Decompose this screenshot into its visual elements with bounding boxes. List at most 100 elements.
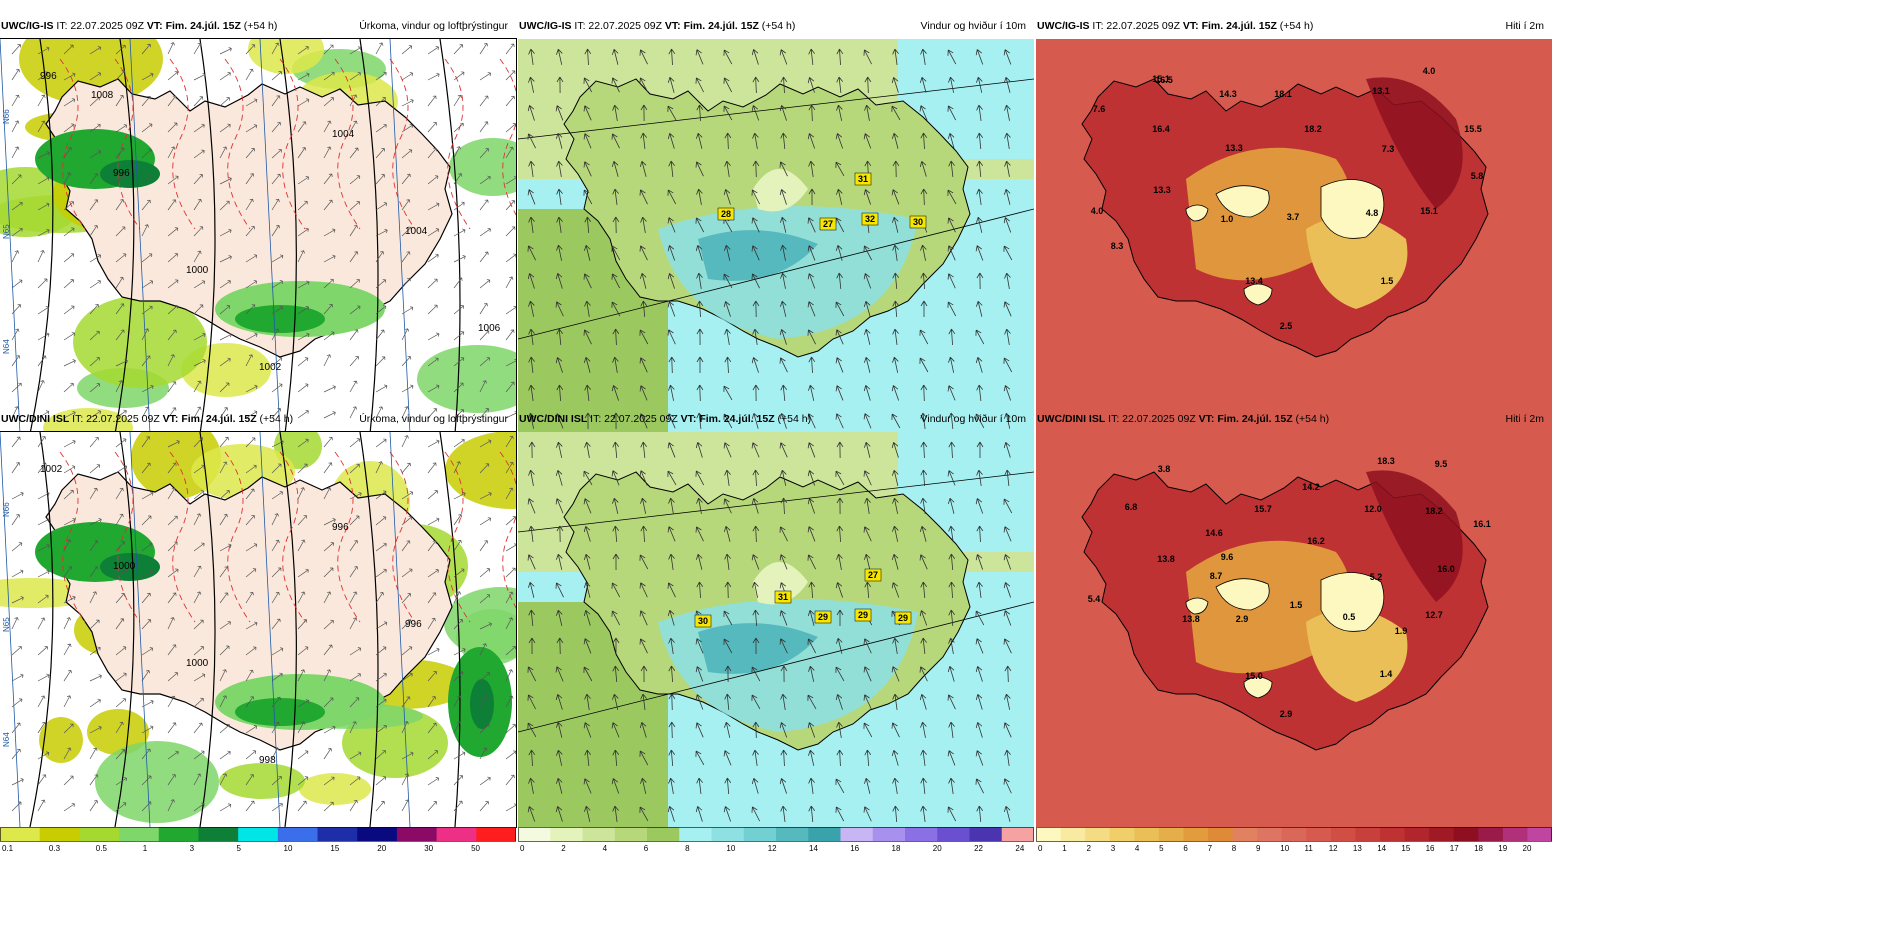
wind-arrow	[556, 441, 563, 458]
wind-barb	[349, 380, 358, 393]
wind-arrow	[948, 356, 955, 373]
wind-arrow	[779, 778, 787, 794]
wind-barb	[11, 44, 21, 55]
colorbar-tick-label: 16	[850, 844, 859, 853]
isobar-line	[279, 39, 297, 434]
wind-barb	[193, 591, 202, 604]
wind-barb	[89, 774, 99, 786]
wind-barb	[349, 491, 362, 500]
wind-barb	[375, 174, 385, 185]
wind-arrow	[640, 665, 648, 683]
wind-barb	[141, 328, 150, 341]
wind-barb	[11, 645, 22, 656]
valid-label: VT:	[1198, 413, 1215, 425]
wind-arrow	[695, 722, 704, 738]
colorbar-swatch	[743, 827, 777, 841]
wind-arrow	[668, 160, 675, 177]
wind-barb	[11, 673, 24, 682]
wind-barb	[11, 436, 21, 448]
wind-arrow	[891, 385, 900, 401]
wind-barb	[297, 591, 306, 604]
isobar-line	[199, 39, 216, 434]
wind-arrow	[752, 328, 759, 345]
temperature-value: 4.8	[1366, 208, 1379, 218]
wind-arrow	[1003, 357, 1013, 373]
wind-barb	[427, 408, 438, 419]
wind-barb	[193, 722, 203, 734]
wind-barb	[63, 98, 76, 107]
wind-arrow	[527, 105, 535, 121]
wind-barb	[245, 68, 254, 81]
graticule-line	[259, 432, 281, 827]
wind-arrow	[976, 188, 983, 205]
wind-arrow	[807, 413, 816, 429]
colorbar-swatch	[1060, 827, 1086, 841]
gust-marker	[854, 172, 872, 186]
wind-barb	[427, 332, 440, 341]
wind-arrow	[724, 244, 731, 261]
precip-area	[445, 432, 516, 509]
wind-arrow	[864, 581, 872, 599]
wind-barb	[37, 569, 50, 578]
colorbar-swatch	[39, 827, 80, 841]
wind-arrow	[975, 722, 983, 738]
wind-barb	[453, 71, 465, 81]
wind-barb	[89, 698, 101, 708]
wind-arrow	[891, 750, 899, 766]
wind-barb	[89, 383, 101, 393]
temp-colorbar: 0 1 2 3 4 5 6 7 8 9 10 11 12 13 14 15 16 17 18 19 20	[1036, 827, 1552, 854]
wind-barb	[453, 94, 462, 107]
wind-arrow	[891, 666, 900, 682]
wind-arrow	[612, 412, 620, 430]
wind-barb	[479, 723, 490, 734]
wind-barb	[37, 176, 50, 185]
wind-barb	[219, 123, 231, 133]
wind-arrow	[696, 384, 704, 402]
wind-barb	[89, 591, 98, 604]
wind-arrow	[779, 442, 788, 458]
isobar-label: 1000	[113, 561, 136, 572]
temperature-value: 5.2	[1370, 572, 1383, 582]
wind-barb	[427, 540, 437, 552]
wind-barb	[297, 619, 308, 630]
wind-barb	[219, 97, 230, 107]
temperature-value: 18.1	[1274, 89, 1292, 99]
wind-arrow	[583, 498, 592, 514]
wind-barb	[401, 328, 410, 341]
wind-arrow	[724, 469, 731, 486]
wind-arrow	[836, 188, 843, 205]
wind-barb	[63, 279, 74, 289]
wind-arrow	[556, 76, 564, 94]
wind-arrow	[808, 104, 816, 122]
wind-arrow	[1003, 49, 1012, 65]
wind-barb	[219, 382, 230, 393]
colorbar-swatch	[1404, 827, 1430, 841]
model-name: UWC/IG-IS	[1037, 20, 1090, 32]
wind-barb	[167, 487, 176, 500]
wind-arrow	[835, 413, 844, 429]
wind-barb	[453, 568, 465, 578]
wind-arrow	[584, 384, 591, 401]
wind-arrow	[695, 245, 703, 261]
colorbar-tick-label: 0.1	[2, 844, 14, 853]
wind-barb	[427, 439, 440, 448]
wind-barb	[323, 146, 332, 159]
wind-barb	[505, 329, 515, 341]
wind-arrow	[640, 132, 647, 149]
colorbar-tick-label: 8	[685, 844, 690, 853]
wind-barb	[63, 643, 72, 656]
wind-barb	[245, 774, 255, 786]
wind-arrow	[724, 665, 732, 683]
wind-arrow	[1003, 722, 1012, 738]
wind-barb	[141, 542, 153, 552]
wind-arrow	[640, 300, 648, 318]
wind-barb	[271, 567, 282, 578]
wind-arrow	[695, 694, 704, 710]
colorbar-swatch	[1429, 827, 1455, 841]
wind-barb	[11, 778, 24, 786]
wind-arrow	[528, 749, 536, 767]
wind-arrow	[1004, 160, 1011, 177]
init-time: 22.07.2025 09Z	[70, 20, 144, 32]
wind-barb	[401, 251, 411, 263]
wind-map: 27 31 30 29 29 29	[518, 432, 1034, 827]
